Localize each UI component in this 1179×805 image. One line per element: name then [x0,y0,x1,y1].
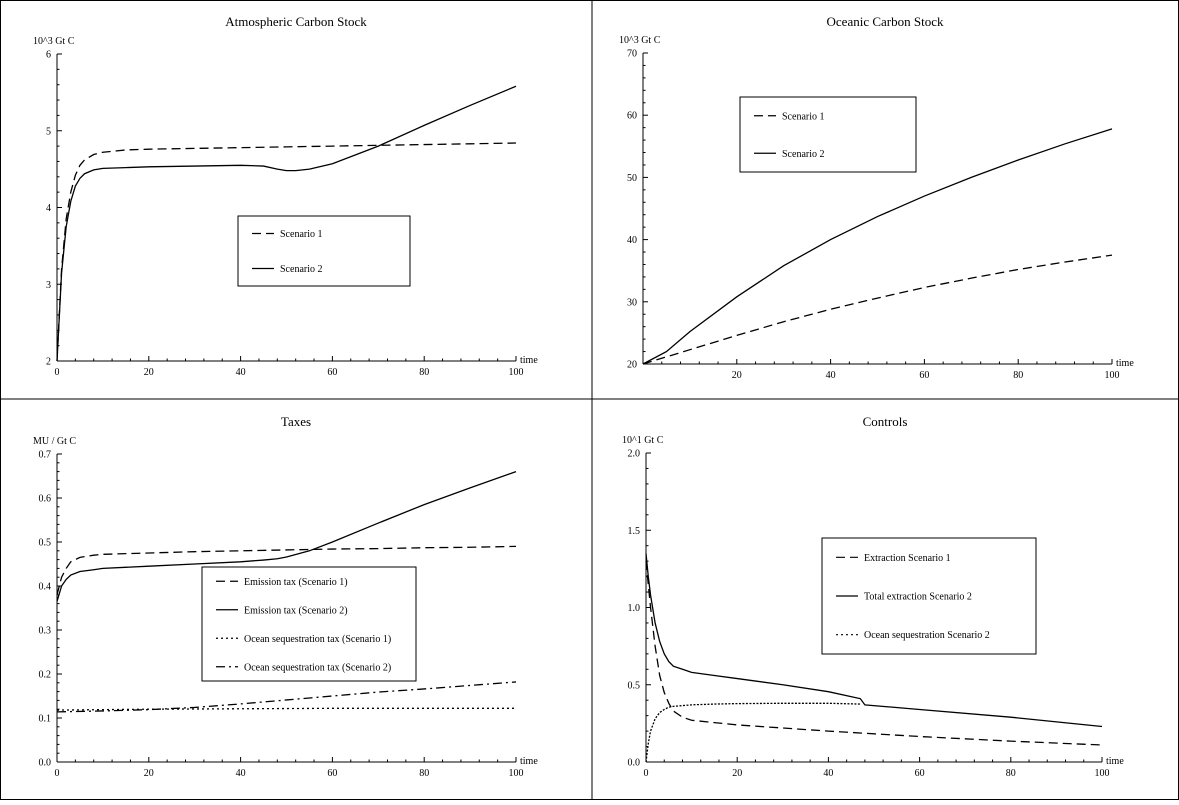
x-tick-label: 0 [55,768,60,779]
legend: Scenario 1 Scenario 2 [739,96,917,173]
y-tick-label: 4 [46,203,51,214]
x-axis-label: time [1106,756,1124,767]
series-line-2 [645,553,1103,728]
chart-panel-3: Taxes MU / Gt C time 0 20 40 60 80 100 0.0 0.1 0.2 0… [33,414,538,779]
y-tick-label: 30 [627,297,637,308]
chart-title: Taxes [281,414,311,429]
x-axis-label: time [1116,358,1134,369]
y-tick-label: 0.3 [39,626,52,637]
y-tick-label: 60 [627,111,637,122]
y-tick-label: 50 [627,173,637,184]
series-line-3 [645,702,861,763]
x-tick-label: 80 [1006,768,1016,779]
x-tick-label: 60 [915,768,925,779]
legend-label: Extraction Scenario 1 [864,553,951,564]
y-tick-label: 0.7 [39,450,52,461]
legend-box [201,566,417,682]
y-tick-label: 70 [627,49,637,60]
y-axis-label: 10^3 Gt C [33,36,75,47]
y-tick-label: 0.0 [39,758,52,769]
legend-label: Scenario 1 [782,111,825,122]
legend: Scenario 1 Scenario 2 [237,215,411,287]
y-tick-label: 0.5 [628,680,641,691]
x-tick-label: 40 [236,367,246,378]
legend-label: Scenario 1 [280,229,323,240]
series-line-2 [642,128,1113,365]
x-tick-label: 60 [919,370,929,381]
x-tick-label: 20 [144,768,154,779]
axes [56,53,517,362]
x-tick-label: 80 [419,367,429,378]
y-tick-label: 1.0 [628,603,641,614]
legend-label: Emission tax (Scenario 2) [244,605,348,616]
series-line-2 [56,470,517,602]
series-line-2 [56,85,517,362]
x-tick-label: 100 [1095,768,1110,779]
legend-label: Scenario 2 [782,149,825,160]
chart-panel-2: Oceanic Carbon Stock 10^3 Gt C time 20 40 60 8… [619,14,1134,381]
series-line-1 [642,254,1113,365]
y-axis-label: 10^3 Gt C [619,35,661,46]
x-tick-label: 80 [419,768,429,779]
series-line-1 [645,561,1103,746]
series-line-1 [56,142,517,362]
x-tick-label: 100 [1105,370,1120,381]
legend-label: Ocean sequestration tax (Scenario 1) [244,634,391,645]
axes [642,52,1113,365]
x-tick-label: 20 [732,768,742,779]
y-tick-label: 0.5 [39,538,52,549]
y-tick-label: 0.2 [39,670,52,681]
y-tick-label: 5 [46,126,51,137]
x-axis-label: time [520,756,538,767]
y-axis-label: 10^1 Gt C [622,435,664,446]
x-tick-label: 100 [509,768,524,779]
y-tick-label: 6 [46,50,51,61]
legend: Emission tax (Scenario 1) Emission tax (S… [201,566,417,682]
x-tick-label: 80 [1013,370,1023,381]
legend-box [739,96,917,173]
x-tick-label: 100 [509,367,524,378]
y-tick-label: 0.6 [39,494,52,505]
legend: Extraction Scenario 1 Total extraction Sc… [821,537,1037,655]
chart-title: Atmospheric Carbon Stock [225,14,367,29]
x-tick-label: 20 [144,367,154,378]
series-line-4 [56,681,517,713]
x-tick-label: 0 [55,367,60,378]
chart-panel-4: Controls 10^1 Gt C time 0 20 40 60 80 100 0.0 0.5 1… [622,414,1124,779]
y-tick-label: 20 [627,360,637,371]
x-tick-label: 40 [823,768,833,779]
y-axis-label: MU / Gt C [33,436,76,447]
legend-label: Emission tax (Scenario 1) [244,577,348,588]
chart-panel-1: Atmospheric Carbon Stock 10^3 Gt C time 0 20… [33,14,538,378]
axes [56,453,517,763]
x-tick-label: 40 [236,768,246,779]
legend-box [237,215,411,287]
legend-label: Ocean sequestration Scenario 2 [864,630,990,641]
y-tick-label: 0.0 [628,758,641,769]
y-tick-label: 3 [46,280,51,291]
y-tick-label: 2.0 [628,449,641,460]
legend-label: Ocean sequestration tax (Scenario 2) [244,662,391,673]
legend-label: Total extraction Scenario 2 [864,592,972,603]
x-tick-label: 60 [327,367,337,378]
chart-title: Oceanic Carbon Stock [827,14,944,29]
x-axis-label: time [520,355,538,366]
y-tick-label: 0.4 [39,582,52,593]
y-tick-label: 40 [627,235,637,246]
y-tick-label: 0.1 [39,714,52,725]
legend-label: Scenario 2 [280,264,323,275]
y-tick-label: 1.5 [628,526,641,537]
series-line-1 [56,545,517,595]
x-tick-label: 40 [826,370,836,381]
x-tick-label: 0 [644,768,649,779]
x-tick-label: 20 [732,370,742,381]
x-tick-label: 60 [327,768,337,779]
y-tick-label: 2 [46,357,51,368]
series-line-3 [56,707,516,711]
chart-title: Controls [863,414,908,429]
